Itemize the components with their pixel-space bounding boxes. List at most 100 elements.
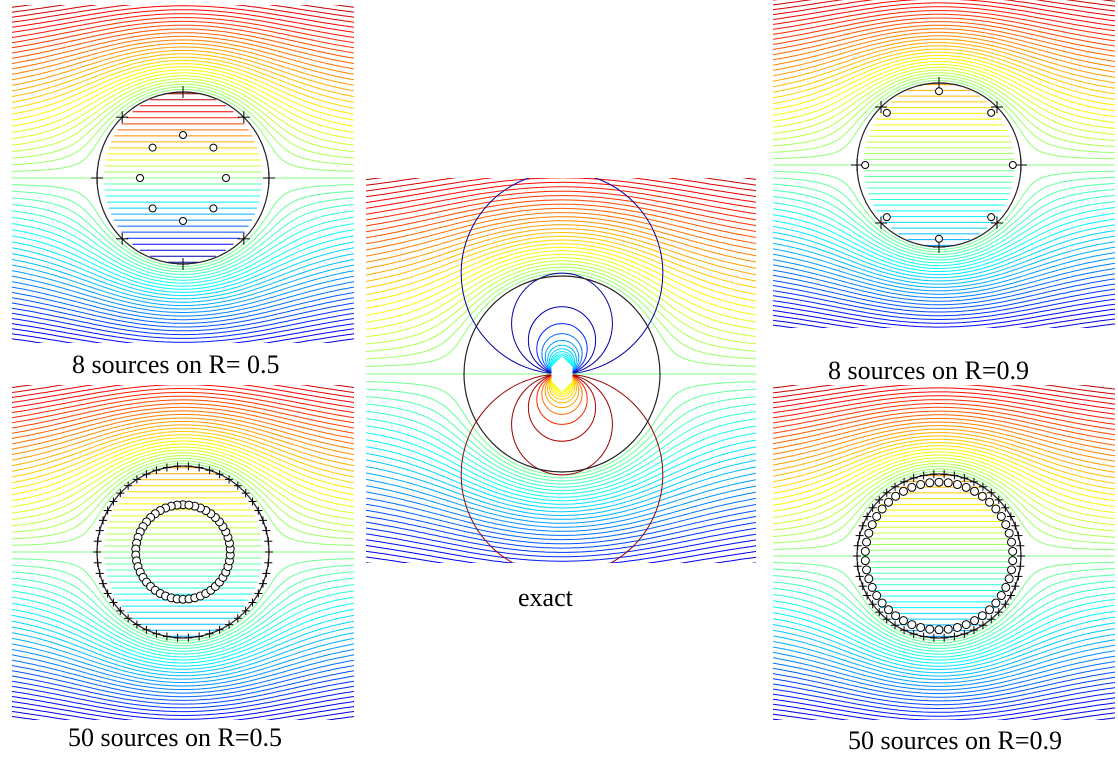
streamline bbox=[366, 497, 756, 536]
source-point bbox=[991, 504, 1001, 514]
streamline bbox=[12, 56, 354, 103]
streamline bbox=[366, 263, 756, 345]
streamline bbox=[773, 633, 1115, 677]
streamline bbox=[773, 17, 1115, 47]
source-point bbox=[907, 482, 917, 492]
streamline bbox=[366, 195, 756, 227]
streamline bbox=[773, 622, 1115, 671]
streamline bbox=[12, 701, 354, 720]
streamline bbox=[366, 503, 756, 541]
streamline bbox=[773, 417, 1115, 451]
streamline bbox=[12, 427, 354, 472]
streamline bbox=[773, 628, 1115, 674]
streamline bbox=[773, 252, 1115, 292]
streamline bbox=[12, 229, 354, 287]
streamline bbox=[773, 425, 1115, 462]
source-point bbox=[970, 616, 980, 626]
source-point bbox=[136, 174, 144, 182]
streamline bbox=[366, 533, 756, 562]
source-point bbox=[867, 520, 877, 530]
streamline bbox=[366, 253, 756, 323]
streamline bbox=[773, 212, 1115, 269]
streamline bbox=[773, 454, 1115, 514]
streamline bbox=[773, 298, 1115, 324]
streamline bbox=[366, 178, 756, 198]
source-point bbox=[882, 213, 891, 222]
streamline bbox=[12, 83, 354, 159]
streamline bbox=[366, 478, 756, 524]
streamline bbox=[12, 210, 354, 278]
streamline bbox=[366, 220, 756, 263]
streamlines bbox=[773, 0, 1115, 328]
streamline bbox=[366, 250, 756, 316]
streamline bbox=[12, 184, 354, 267]
streamline bbox=[12, 253, 354, 300]
streamline bbox=[773, 414, 1115, 446]
streamline bbox=[12, 270, 354, 310]
streamline bbox=[773, 395, 1115, 420]
streamline bbox=[12, 216, 354, 281]
streamline bbox=[12, 654, 354, 690]
streamline bbox=[12, 443, 354, 502]
streamline bbox=[773, 45, 1115, 89]
streamline bbox=[773, 288, 1115, 317]
streamline bbox=[366, 410, 756, 488]
streamline-plot-8-sources-r09 bbox=[773, 0, 1115, 328]
source-point bbox=[882, 108, 891, 117]
streamline bbox=[773, 403, 1115, 430]
streamline bbox=[12, 449, 354, 514]
streamline bbox=[773, 661, 1115, 695]
streamline bbox=[773, 0, 1115, 17]
streamline bbox=[366, 228, 756, 276]
streamline bbox=[366, 466, 756, 516]
streamline bbox=[773, 399, 1115, 425]
streamlines bbox=[12, 5, 354, 343]
source-point bbox=[991, 598, 1001, 608]
streamline bbox=[773, 406, 1115, 436]
streamline bbox=[366, 527, 756, 558]
streamline bbox=[773, 616, 1115, 667]
interior-field bbox=[103, 467, 263, 637]
streamline bbox=[12, 388, 354, 414]
source-point bbox=[898, 486, 908, 496]
streamline bbox=[773, 28, 1115, 62]
streamline bbox=[773, 69, 1115, 135]
streamline bbox=[12, 403, 354, 434]
streamline bbox=[12, 637, 354, 680]
singularity-marker bbox=[551, 356, 573, 392]
streamline bbox=[366, 403, 756, 485]
source-point bbox=[179, 217, 187, 225]
streamline bbox=[773, 385, 1115, 405]
streamline bbox=[773, 671, 1115, 702]
streamline bbox=[366, 550, 756, 563]
streamline bbox=[12, 414, 354, 450]
streamline bbox=[366, 232, 756, 282]
streamline bbox=[366, 439, 756, 502]
streamline bbox=[12, 235, 354, 290]
streamline bbox=[12, 648, 354, 687]
source-point bbox=[907, 620, 917, 630]
streamline bbox=[12, 385, 354, 408]
streamline bbox=[366, 186, 756, 215]
source-point bbox=[864, 574, 874, 584]
streamline bbox=[773, 42, 1115, 84]
streamline bbox=[12, 424, 354, 467]
streamline bbox=[12, 410, 354, 445]
streamline bbox=[12, 281, 354, 317]
streamline bbox=[773, 75, 1115, 148]
streamline bbox=[366, 181, 756, 209]
source-point bbox=[209, 204, 218, 213]
streamline bbox=[773, 460, 1115, 526]
source-point bbox=[891, 611, 901, 621]
streamline bbox=[366, 212, 756, 251]
streamline bbox=[12, 46, 354, 86]
streamline bbox=[773, 692, 1115, 717]
source-point bbox=[952, 480, 962, 490]
source-point bbox=[985, 605, 995, 615]
streamline bbox=[12, 78, 354, 146]
source-point bbox=[862, 537, 872, 547]
streamline bbox=[12, 318, 354, 343]
streamline bbox=[366, 266, 756, 352]
streamline bbox=[12, 17, 354, 44]
streamline bbox=[12, 9, 354, 33]
